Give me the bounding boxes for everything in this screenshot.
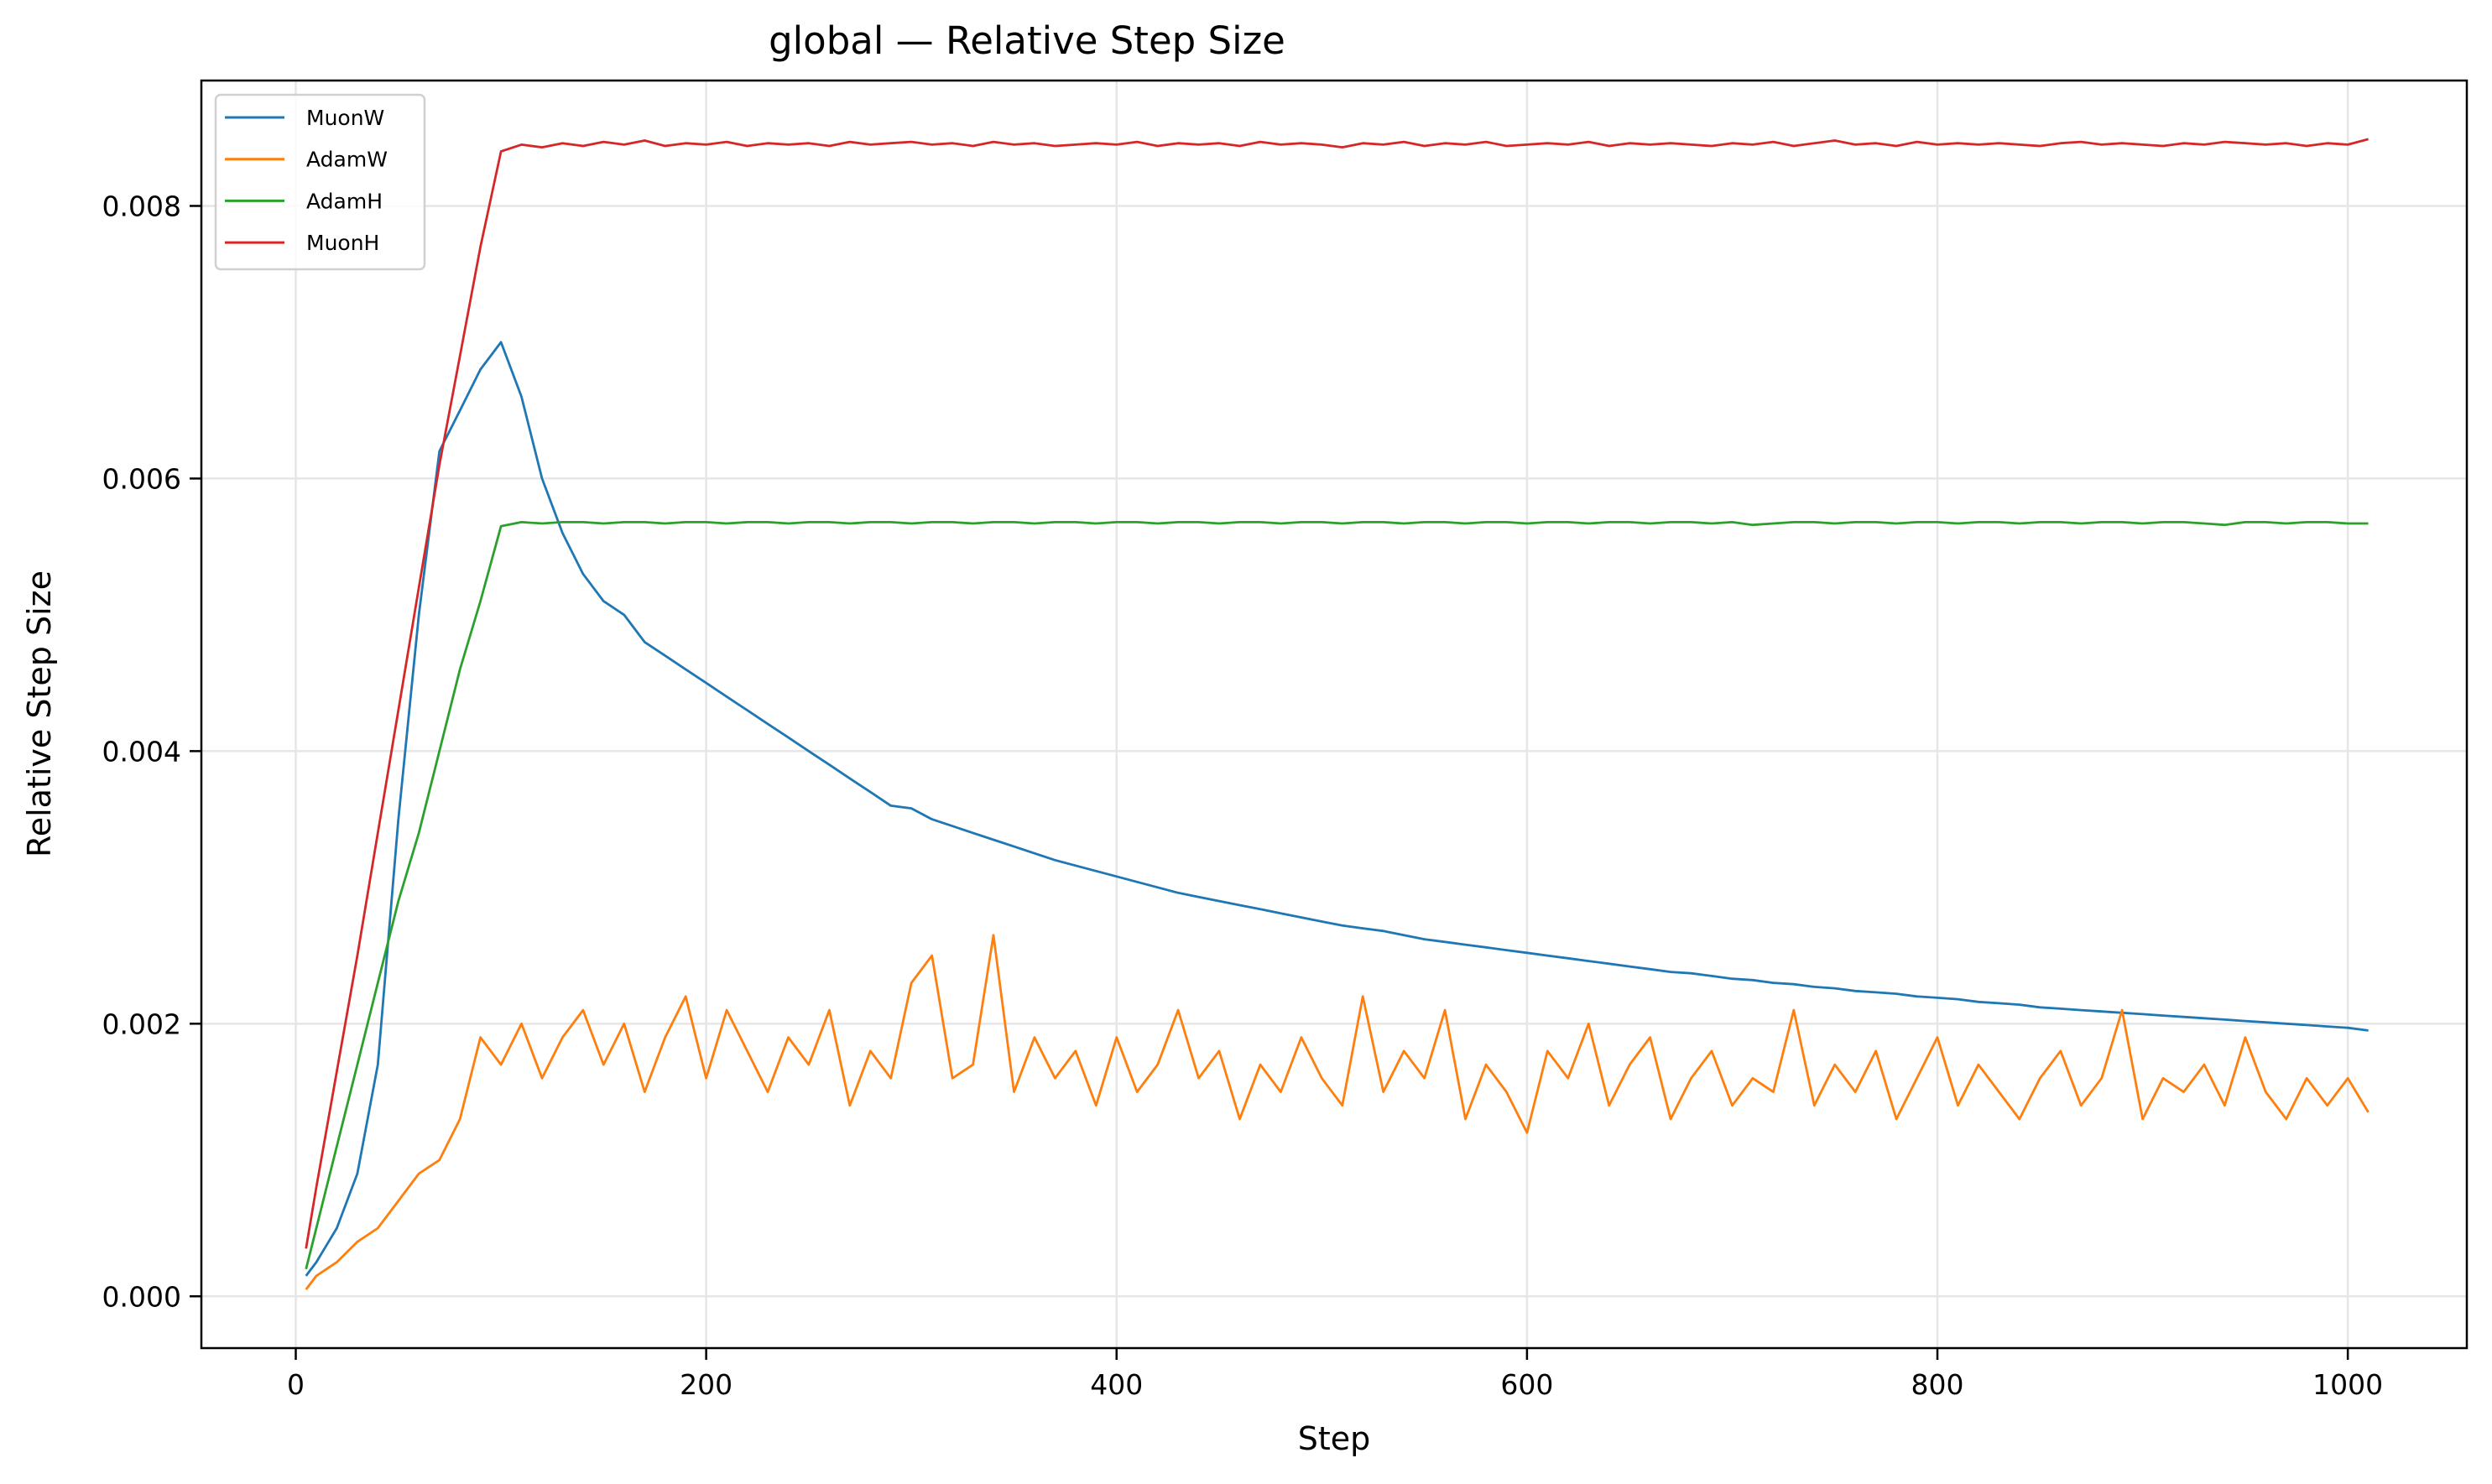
chart-title: global — Relative Step Size <box>769 18 1285 63</box>
series-line-muonw <box>305 341 2369 1277</box>
legend-label: MuonH <box>306 231 379 255</box>
legend-label: AdamW <box>306 148 388 172</box>
x-tick-label: 600 <box>1500 1368 1553 1401</box>
axes-frame <box>200 79 2469 1350</box>
y-tick-label: 0.004 <box>102 735 181 768</box>
legend: MuonW AdamW AdamH MuonH <box>214 93 426 271</box>
y-axis-label: Relative Step Size <box>21 570 58 857</box>
x-tick-label: 0 <box>287 1368 305 1401</box>
y-tick-label: 0.008 <box>102 190 181 222</box>
series-line-muonh <box>305 138 2369 1249</box>
ticks: 0 200 400 600 800 1000 0.000 0.002 0.004 0.006 0.0… <box>102 190 2384 1401</box>
grid <box>201 81 2467 1348</box>
x-tick-label: 400 <box>1090 1368 1143 1401</box>
series-line-adamh <box>305 521 2369 1270</box>
x-tick-label: 1000 <box>2312 1368 2383 1401</box>
y-tick-label: 0.002 <box>102 1008 181 1040</box>
x-tick-label: 800 <box>1911 1368 1964 1401</box>
legend-box <box>214 93 426 271</box>
y-tick-label: 0.006 <box>102 462 181 495</box>
x-tick-label: 200 <box>680 1368 732 1401</box>
y-tick-label: 0.000 <box>102 1280 181 1313</box>
series-line-adamw <box>305 934 2369 1290</box>
legend-label: MuonW <box>306 106 384 130</box>
x-axis-label: Step <box>1298 1420 1371 1457</box>
series-lines <box>305 138 2369 1290</box>
legend-label: AdamH <box>306 189 383 213</box>
